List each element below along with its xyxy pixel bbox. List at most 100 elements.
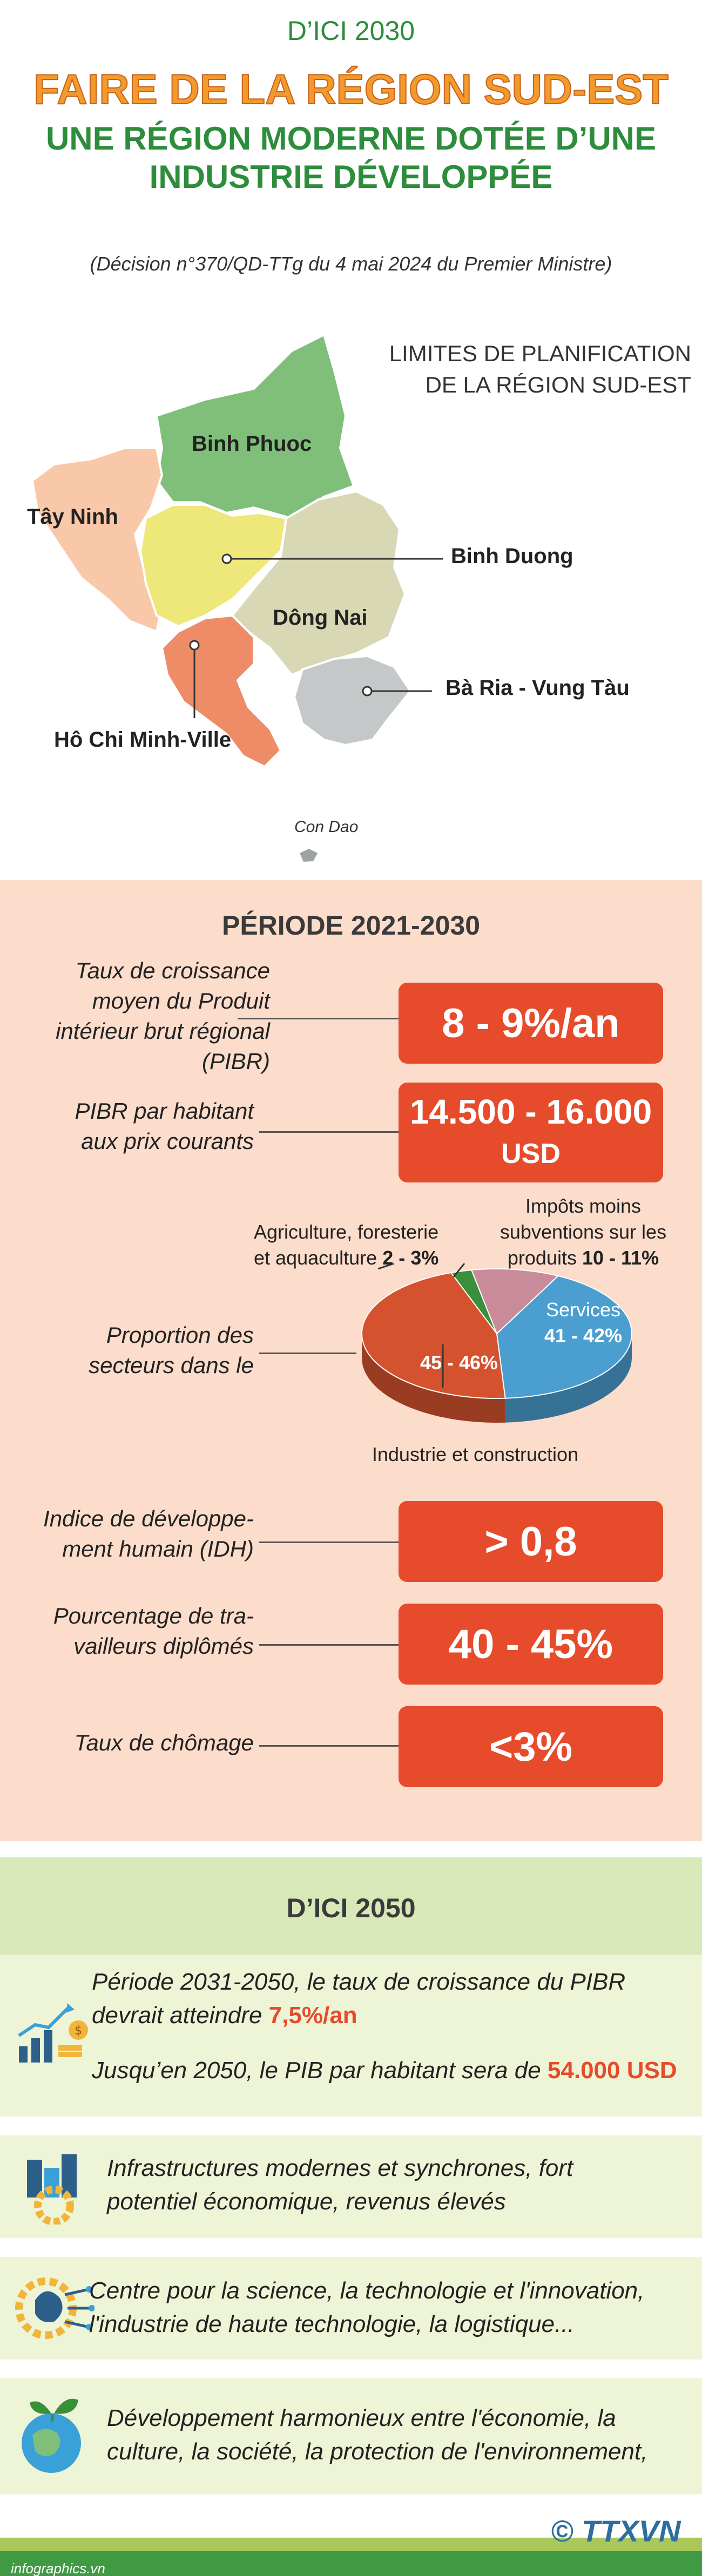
label-line: Taux de croissance bbox=[75, 958, 270, 983]
agri-label-line: Agriculture, foresterie bbox=[254, 1221, 439, 1243]
strip-growth-text: Période 2031-2050, le taux de croissance… bbox=[92, 1965, 697, 2087]
footer-site-text[interactable]: infographics.vn bbox=[11, 2560, 105, 2576]
indicator-growth-value: 8 - 9%/an bbox=[399, 983, 663, 1064]
connector-line bbox=[259, 1644, 400, 1646]
services-value: 41 - 42% bbox=[544, 1324, 623, 1347]
indicator-unemployment-value: <3% bbox=[399, 1706, 663, 1787]
services-name: Services bbox=[545, 1299, 621, 1321]
value-text: <3% bbox=[489, 1723, 573, 1770]
section-2050-header-background bbox=[0, 1857, 702, 1955]
gdp-text-line: Jusqu’en 2050, le PIB par habitant sera … bbox=[92, 2057, 541, 2084]
label-ba-ria: Bà Ria - Vung Tàu bbox=[446, 676, 630, 700]
services-label: Services 41 - 42% bbox=[532, 1297, 634, 1349]
footer-bar bbox=[0, 2551, 702, 2576]
pie-slice-services-side bbox=[505, 1334, 632, 1423]
label-con-dao: Con Dao bbox=[294, 818, 359, 836]
label-hcm: Hô Chi Minh-Ville bbox=[54, 728, 232, 752]
indicator-hdi-label: Indice de développe- ment humain (IDH) bbox=[11, 1504, 254, 1564]
sector-proportion-label: Proportion des secteurs dans le bbox=[11, 1320, 254, 1381]
label-line: intérieur brut régional bbox=[56, 1018, 270, 1044]
map-title-line2: DE LA RÉGION SUD-EST bbox=[425, 372, 691, 397]
label-dong-nai: Dông Nai bbox=[273, 606, 368, 630]
indicator-unemployment-label: Taux de chômage bbox=[11, 1728, 254, 1758]
map-binh-duong bbox=[139, 504, 288, 628]
section-2050-title: D’ICI 2050 bbox=[286, 1893, 416, 1923]
growth-chart-icon: $ bbox=[18, 2003, 88, 2063]
connector-line bbox=[259, 1131, 400, 1133]
tax-label: Impôts moins subventions sur les produit… bbox=[486, 1193, 680, 1271]
main-title-line1: FAIRE DE LA RÉGION SUD-EST bbox=[33, 65, 669, 113]
agri-value: 2 - 3% bbox=[382, 1247, 439, 1269]
tax-label-line: Impôts moins bbox=[525, 1195, 642, 1217]
label-line: aux prix courants bbox=[81, 1128, 254, 1154]
pie-slice-taxes bbox=[470, 1268, 559, 1335]
region-map bbox=[31, 333, 443, 862]
strip-growth bbox=[0, 1955, 702, 2117]
map-ba-ria bbox=[293, 654, 412, 747]
agri-label-line: et aquaculture bbox=[254, 1247, 377, 1269]
connector-line bbox=[259, 1353, 356, 1354]
pie-slice-industry bbox=[361, 1272, 506, 1399]
label-tay-ninh: Tây Ninh bbox=[27, 505, 118, 529]
pie-leader-line bbox=[453, 1263, 465, 1277]
map-title-line1: LIMITES DE PLANIFICATION bbox=[389, 341, 691, 366]
label-line: Pourcentage de tra- bbox=[53, 1603, 254, 1628]
pie-leader-line bbox=[377, 1263, 395, 1270]
strip-sustainable-text: Développement harmonieux entre l'économi… bbox=[107, 2402, 696, 2469]
connector-line bbox=[259, 1745, 400, 1747]
label-line: ment humain (IDH) bbox=[62, 1536, 254, 1561]
label-line: (PIBR) bbox=[202, 1049, 270, 1074]
strip-science bbox=[0, 2257, 702, 2359]
label-binh-duong: Binh Duong bbox=[451, 544, 573, 568]
strip-sustainable bbox=[0, 2378, 702, 2494]
indicator-hdi-value: > 0,8 bbox=[399, 1501, 663, 1582]
value-text: 40 - 45% bbox=[448, 1621, 613, 1667]
strip-science-text: Centre pour la science, la technologie e… bbox=[89, 2274, 697, 2341]
pie-slice-industry-side bbox=[362, 1333, 505, 1423]
sector-pie-chart bbox=[361, 1263, 632, 1423]
svg-text:$: $ bbox=[75, 2024, 82, 2038]
label-line: vailleurs diplômés bbox=[73, 1633, 254, 1659]
label-binh-phuoc: Binh Phuoc bbox=[192, 432, 312, 456]
footer-accent-bar bbox=[0, 2538, 702, 2552]
sustainable-line: culture, la société, la protection de l'… bbox=[107, 2438, 648, 2465]
indicator-gdp-capita-label: PIBR par habitant aux prix courants bbox=[11, 1096, 254, 1157]
indicator-graduates-value: 40 - 45% bbox=[399, 1604, 663, 1685]
science-line: Centre pour la science, la technologie e… bbox=[89, 2277, 645, 2304]
label-line: Proportion des bbox=[106, 1322, 254, 1348]
tax-value: 10 - 11% bbox=[582, 1247, 659, 1269]
city-gear-icon bbox=[27, 2154, 77, 2225]
map-title: LIMITES DE PLANIFICATION DE LA RÉGION SU… bbox=[335, 338, 691, 401]
value-text: 8 - 9%/an bbox=[442, 1000, 620, 1046]
connector-line bbox=[259, 1541, 400, 1543]
map-dong-nai bbox=[231, 490, 407, 677]
label-line: secteurs dans le bbox=[89, 1353, 254, 1378]
growth-rate-highlight: 7,5%/an bbox=[268, 2002, 357, 2029]
strip-infrastructure-text: Infrastructures modernes et synchrones, … bbox=[107, 2152, 696, 2219]
infrastructure-line: potentiel économique, revenus élevés bbox=[107, 2188, 506, 2215]
label-line: PIBR par habitant bbox=[75, 1098, 254, 1124]
map-con-dao-island bbox=[300, 849, 318, 862]
value-text: 14.500 - 16.000 bbox=[409, 1092, 652, 1131]
indicator-graduates-label: Pourcentage de tra- vailleurs diplômés bbox=[11, 1601, 254, 1661]
growth-text-line: Période 2031-2050, le taux de croissance… bbox=[92, 1969, 626, 1995]
label-line: Indice de développe- bbox=[43, 1506, 254, 1531]
pie-slice-services bbox=[496, 1275, 632, 1399]
brain-circuit-icon bbox=[15, 2277, 94, 2339]
tax-label-line: subventions sur les bbox=[500, 1221, 667, 1243]
map-binh-phuoc bbox=[155, 333, 355, 520]
label-line: moyen du Produit bbox=[92, 988, 270, 1013]
label-line: Taux de chômage bbox=[74, 1730, 254, 1755]
indicator-growth-label: Taux de croissance moyen du Produit inté… bbox=[11, 956, 270, 1077]
main-title-line3: INDUSTRIE DÉVELOPPÉE bbox=[149, 159, 553, 195]
main-title-line2: UNE RÉGION MODERNE DOTÉE D’UNE bbox=[45, 120, 657, 157]
connector-line bbox=[238, 1018, 400, 1019]
decision-reference: (Décision n°370/QD-TTg du 4 mai 2024 du … bbox=[90, 253, 612, 275]
map-hcm bbox=[160, 614, 282, 768]
industry-label: Industrie et construction bbox=[372, 1443, 579, 1465]
sustainable-line: Développement harmonieux entre l'économi… bbox=[107, 2405, 616, 2431]
kicker-title: D’ICI 2030 bbox=[287, 16, 415, 46]
section-2030-title: PÉRIODE 2021-2030 bbox=[221, 910, 481, 941]
value-unit: USD bbox=[501, 1138, 561, 1169]
indicator-gdp-capita-value: 14.500 - 16.000 USD bbox=[399, 1083, 663, 1182]
